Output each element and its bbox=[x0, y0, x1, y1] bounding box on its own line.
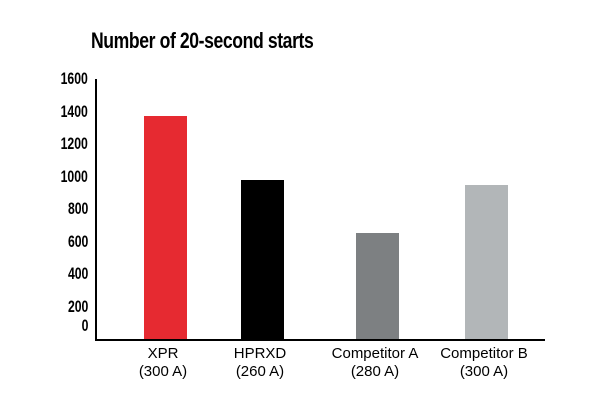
x-tick-label: XPR (300 A) bbox=[98, 345, 228, 381]
y-tick-label: 200 bbox=[67, 296, 88, 316]
y-tick-label: 800 bbox=[67, 199, 88, 218]
category-amperage: (280 A) bbox=[350, 363, 400, 380]
y-tick-label: 600 bbox=[67, 231, 88, 251]
bar-competitor-a bbox=[355, 233, 399, 339]
bar-hprxd bbox=[240, 179, 284, 339]
category-amperage: (260 A) bbox=[235, 363, 285, 380]
y-tick-label: 0 bbox=[81, 316, 88, 335]
bar-competitor-b bbox=[464, 184, 508, 339]
category-amperage: (300 A) bbox=[459, 363, 509, 380]
category-name: Competitor B bbox=[440, 345, 528, 362]
y-tick-label: 400 bbox=[67, 264, 88, 283]
y-tick-label: 1000 bbox=[60, 166, 88, 186]
category-name: HPRXD bbox=[233, 345, 287, 362]
y-tick-label: 1400 bbox=[60, 101, 88, 121]
category-name: Competitor A bbox=[331, 345, 419, 362]
y-tick-label: 1600 bbox=[60, 69, 88, 88]
x-tick-label: Competitor A (280 A) bbox=[310, 345, 440, 381]
category-amperage: (300 A) bbox=[138, 363, 188, 380]
plot-area bbox=[95, 79, 545, 341]
category-name: XPR bbox=[147, 345, 179, 362]
y-tick-label: 1200 bbox=[60, 134, 88, 153]
chart-title: Number of 20-second starts bbox=[91, 28, 314, 53]
x-tick-label: HPRXD (260 A) bbox=[195, 345, 325, 381]
x-tick-label: Competitor B (300 A) bbox=[419, 345, 549, 381]
bar-xpr bbox=[143, 116, 187, 339]
